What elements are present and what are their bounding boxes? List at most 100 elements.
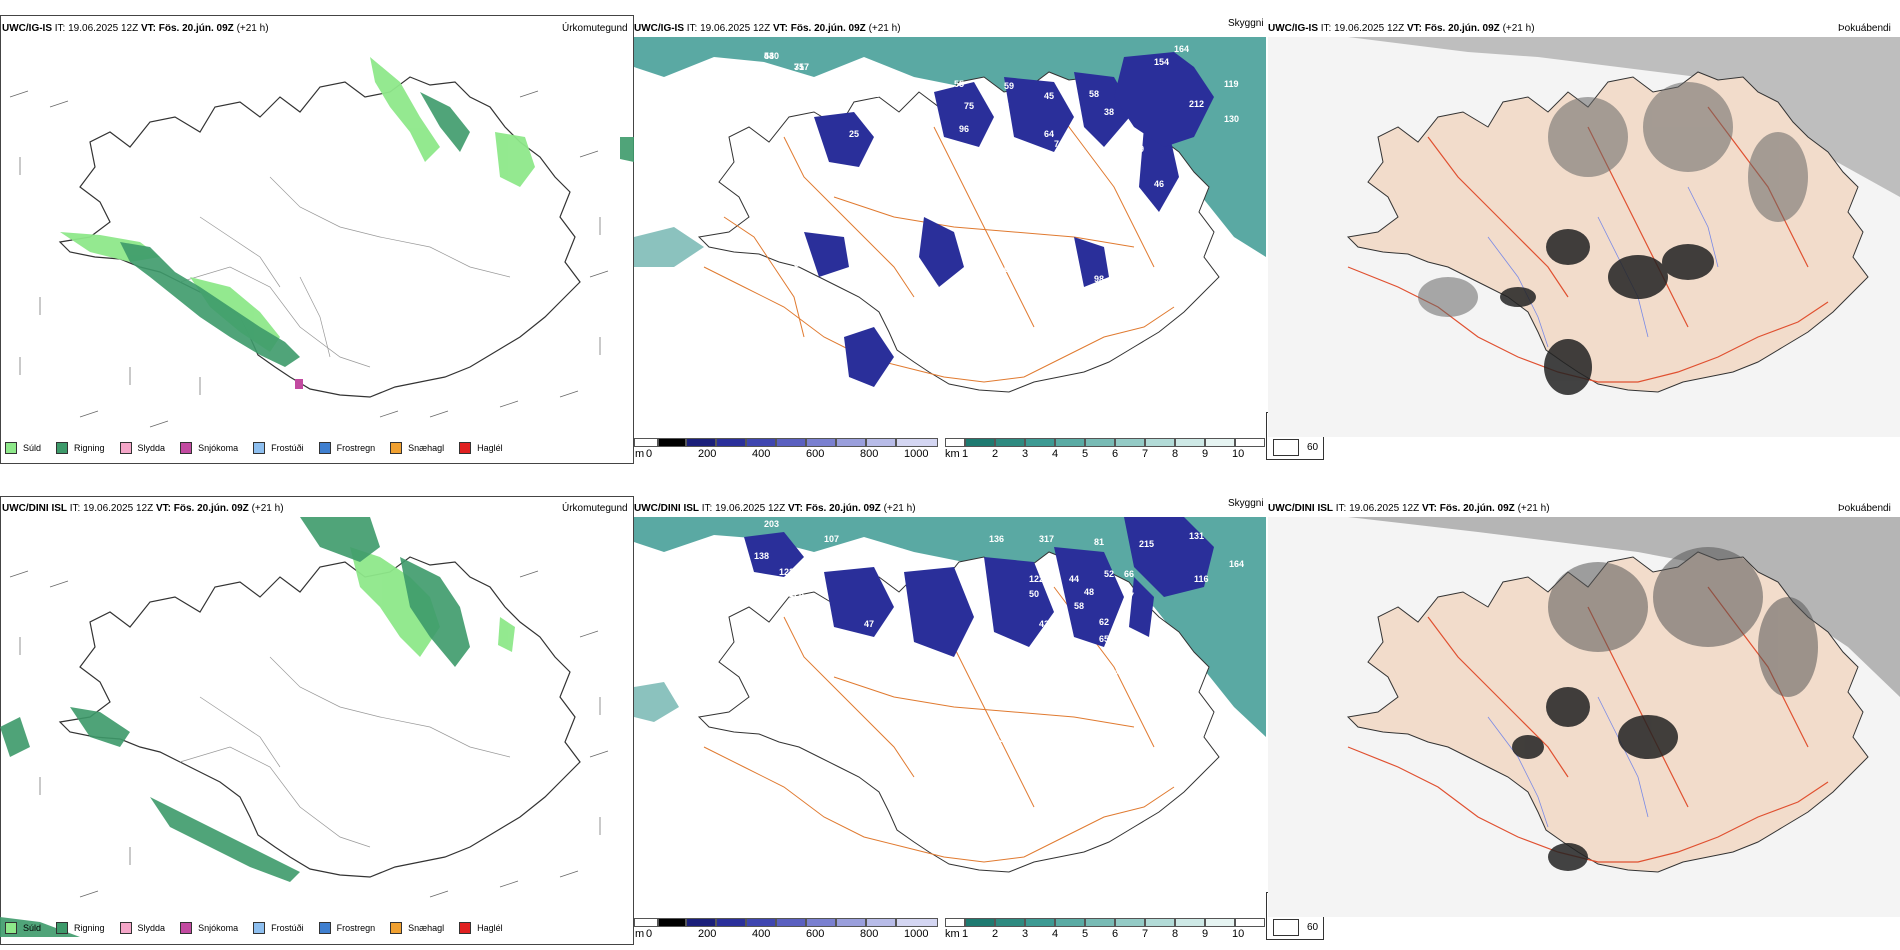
cloud-base-value: 116: [1194, 574, 1209, 584]
legend-item-slydda: Slydda: [119, 922, 165, 934]
vis-tick: 10: [1232, 448, 1245, 460]
cloud-base-value: 128: [789, 589, 804, 599]
model-name: UWC/DINI ISL: [634, 503, 699, 514]
cloud-base-value: 99: [1074, 759, 1084, 769]
lead-time: (+21 h): [883, 503, 916, 514]
cloud-base-value: 72: [934, 334, 944, 344]
cloud-panel-label: Skyggni: [1228, 498, 1264, 509]
cloud-base-value: 164: [1174, 44, 1189, 54]
height-tick: 600: [806, 928, 825, 940]
cloud-base-value: 37: [844, 89, 854, 99]
init-time: IT: 19.06.2025 12Z: [1320, 23, 1405, 34]
height-tick: 400: [752, 928, 771, 940]
fog-panel-title: UWC/DINI ISL IT: 19.06.2025 12Z VT: Fös.…: [1268, 503, 1550, 514]
cloud-base-value: 49: [1014, 644, 1024, 654]
height-tick: 800: [860, 928, 879, 940]
cloud-base-value: 78: [869, 669, 879, 679]
legend-item-frostudi: Frostúði: [253, 442, 304, 454]
cloud-base-value: 274: [874, 89, 889, 99]
cloud-base-value: 65: [1099, 634, 1109, 644]
cloud-base-value: 51: [844, 651, 854, 661]
cloud-base-value: 182: [1099, 759, 1114, 769]
cloud-base-value: 39: [874, 89, 884, 99]
vis-tick: 3: [1022, 448, 1029, 460]
valid-time: VT: Fös. 20.jún. 09Z: [1406, 23, 1500, 34]
legend-item-rigning: Rigning: [56, 442, 105, 454]
cloud-base-value: 98: [1094, 274, 1104, 284]
cloud-base-value: 58: [1089, 89, 1099, 99]
swatch: [318, 922, 331, 934]
wind-barbs: [9, 90, 609, 428]
swatch: [119, 922, 132, 934]
cloud-base-value: 44: [1069, 574, 1079, 584]
init-time: IT: 19.06.2025 12Z: [701, 503, 786, 514]
cloud-base-value: 100: [929, 729, 944, 739]
legend-item-frostregn: Frostregn: [318, 442, 375, 454]
visibility-colorbar: km 1 2 3 4 5 6 7 8 9 10: [945, 438, 1267, 468]
legend-item-rigning: Rigning: [56, 922, 105, 934]
cloud-base-value: 96: [959, 124, 969, 134]
cloud-base-value: 85: [874, 117, 884, 127]
vis-tick: 1: [962, 448, 969, 460]
lead-time: (+21 h): [868, 23, 901, 34]
height-tick: 0: [646, 928, 653, 940]
precip-legend: Súld Rigning Slydda Snjókoma Frostúði Fr…: [5, 922, 518, 934]
cloud-base-value: 43: [1039, 619, 1049, 629]
cloud-base-value: 45: [1044, 91, 1054, 101]
cloud-base-value: 317: [794, 62, 809, 72]
swatch: [5, 922, 17, 934]
coastline: [59, 556, 581, 878]
cloud-base-value: 154: [1154, 57, 1169, 67]
height-tick: 400: [752, 448, 771, 460]
fog-map: [1268, 517, 1900, 917]
init-time: IT: 19.06.2025 12Z: [54, 23, 139, 34]
cloud-base-value: 164: [1229, 559, 1244, 569]
low-cloud-areas: [744, 517, 1214, 657]
legend-item-snaehagl: Snæhagl: [390, 442, 444, 454]
visibility-unit: km: [945, 928, 960, 940]
cloud-base-value: 77: [1094, 319, 1104, 329]
fog-legend-row: 60: [1273, 439, 1318, 456]
vis-tick: 8: [1172, 448, 1179, 460]
valid-time: VT: Fös. 20.jún. 09Z: [1421, 503, 1515, 514]
cloud-base-value: 94: [1089, 289, 1099, 299]
cloud-base-value: 55: [954, 79, 964, 89]
cloud-base-value: 138: [754, 551, 769, 561]
height-tick: 800: [860, 448, 879, 460]
cloud-panel-title: UWC/IG-IS IT: 19.06.2025 12Z VT: Fös. 20…: [634, 23, 901, 34]
cloud-base-value: 62: [1099, 617, 1109, 627]
swatch: [390, 922, 403, 934]
cloud-base-value: 212: [1189, 99, 1204, 109]
precip-panel-frame: [0, 15, 634, 464]
precip-map: [0, 517, 609, 937]
cloud-base-value: 64: [1044, 129, 1054, 139]
fog-panel-label: Þokuábendi: [1838, 503, 1891, 514]
cloud-panel-label: Skyggni: [1228, 18, 1264, 29]
vis-tick: 6: [1112, 928, 1119, 940]
cloud-base-value: 117: [1019, 764, 1034, 774]
cloud-map: 440 317 10 168 274 37 85 25 55 59 75 96 68 45 64 58 38 15…: [634, 37, 1266, 393]
cloud-base-value: 105: [934, 359, 949, 369]
road-lines: [179, 176, 511, 368]
fog-grey-areas: [1418, 82, 1808, 317]
model-name: UWC/IG-IS: [634, 23, 684, 34]
cloud-base-value: 62: [1004, 264, 1014, 274]
vis-tick: 3: [1022, 928, 1029, 940]
vis-tick: 8: [1172, 928, 1179, 940]
fog-legend-row: 60: [1273, 919, 1318, 936]
swatch: [5, 442, 17, 454]
precip-drizzle-areas: [350, 547, 515, 657]
swatch: [180, 442, 193, 454]
vis-tick: 1: [962, 928, 969, 940]
cloud-base-value: 68: [999, 101, 1009, 111]
cloud-base-value: 75: [794, 62, 804, 72]
swatch: [459, 442, 472, 454]
vis-tick: 9: [1202, 928, 1209, 940]
vis-tick: 5: [1082, 928, 1089, 940]
swatch: [459, 922, 472, 934]
cloud-base-value: 99: [1134, 144, 1144, 154]
cloud-base-value: 25: [849, 129, 859, 139]
model-name: UWC/DINI ISL: [2, 503, 67, 514]
cloud-base-value: 317: [1039, 534, 1054, 544]
precip-panel-frame: [0, 496, 634, 945]
